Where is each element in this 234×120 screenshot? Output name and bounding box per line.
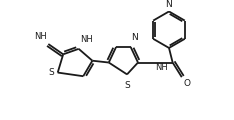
Text: S: S	[48, 68, 54, 77]
Text: NH: NH	[155, 63, 168, 72]
Text: S: S	[124, 81, 130, 90]
Text: N: N	[166, 0, 172, 9]
Text: N: N	[132, 33, 138, 42]
Text: O: O	[184, 79, 190, 88]
Text: NH: NH	[34, 32, 47, 41]
Text: NH: NH	[80, 35, 93, 44]
